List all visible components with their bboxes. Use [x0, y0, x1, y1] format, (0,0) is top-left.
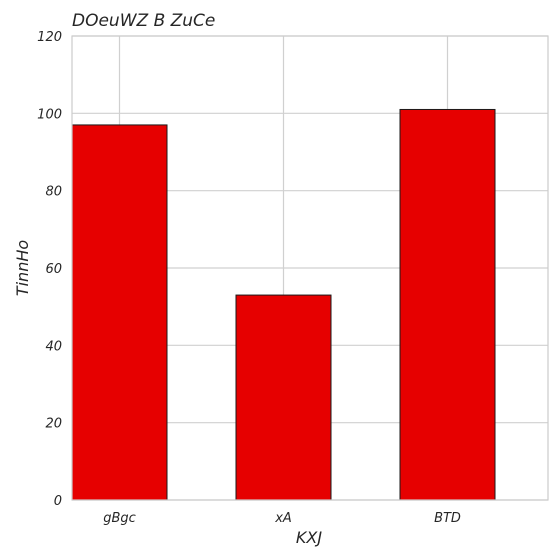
- x-tick-labels: gBgc xA BTD: [103, 511, 461, 526]
- bar-xA: [235, 294, 332, 501]
- x-tick-label: BTD: [434, 511, 461, 526]
- bar-gBgc: [71, 124, 168, 501]
- x-axis-label: KXJ: [296, 528, 322, 547]
- bar-BTD: [399, 108, 496, 501]
- plot-frame: [71, 35, 549, 501]
- y-tick-label: 20: [45, 417, 62, 432]
- y-tick-label: 40: [45, 339, 62, 354]
- y-tick-label: 120: [37, 30, 62, 45]
- y-tick-label: 60: [45, 262, 62, 277]
- y-axis-label: TinnHo: [13, 240, 32, 297]
- y-tick-label: 0: [54, 494, 62, 509]
- y-tick-label: 100: [37, 107, 62, 122]
- x-tick-label: xA: [274, 511, 292, 526]
- x-tick-label: gBgc: [103, 511, 136, 526]
- chart-title: DOeuWZ B ZuCe: [72, 11, 215, 31]
- y-tick-labels: 0 20 40 60 80 100 120: [37, 30, 62, 509]
- y-tick-label: 80: [45, 185, 62, 200]
